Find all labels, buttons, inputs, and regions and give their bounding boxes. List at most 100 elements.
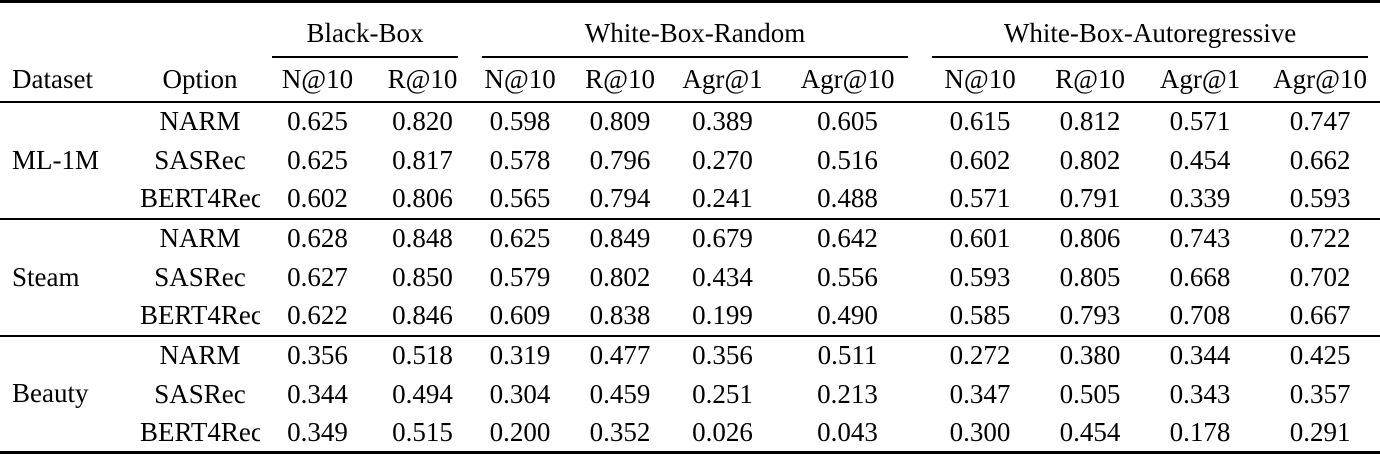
metric-cell: 0.747 bbox=[1289, 106, 1351, 136]
metric-cell: 0.300 bbox=[949, 416, 1011, 447]
metric-cell: 0.593 bbox=[949, 261, 1011, 292]
row-steam-bert4rec: BERT4Rec 0.622 0.846 0.609 0.838 0.199 0… bbox=[0, 297, 1380, 336]
metric-cell: 0.380 bbox=[1040, 334, 1141, 375]
metric-cell: 0.622 bbox=[287, 300, 348, 330]
metric-cell: 0.494 bbox=[392, 378, 453, 409]
metric-cell: 0.593 bbox=[1289, 183, 1351, 213]
option-label: SASRec bbox=[154, 261, 246, 292]
column-header-row: Dataset Option N@10 R@10 N@10 R@10 Agr@1… bbox=[0, 57, 1380, 103]
metric-cell: 0.602 bbox=[287, 183, 348, 213]
row-steam-sasrec: SASRec 0.627 0.850 0.579 0.802 0.434 0.5… bbox=[0, 258, 1380, 297]
metric-cell: 0.838 bbox=[589, 300, 651, 330]
row-beauty-sasrec: SASRec 0.344 0.494 0.304 0.459 0.251 0.2… bbox=[0, 375, 1380, 414]
metric-cell: 0.615 bbox=[949, 106, 1011, 136]
option-label: SASRec bbox=[154, 378, 246, 409]
metric-cell: 0.200 bbox=[489, 416, 551, 447]
metric-cell: 0.668 bbox=[1169, 261, 1231, 292]
metric-cell: 0.339 bbox=[1169, 183, 1231, 213]
column-header-wba-n10: N@10 bbox=[920, 57, 1041, 103]
metric-cell: 0.349 bbox=[287, 416, 348, 447]
metric-cell: 0.356 bbox=[670, 334, 776, 375]
metric-cell: 0.357 bbox=[1289, 378, 1351, 409]
metric-cell: 0.627 bbox=[287, 261, 348, 292]
header-spacer bbox=[0, 2, 260, 58]
metric-cell: 0.628 bbox=[260, 217, 375, 258]
metric-cell: 0.518 bbox=[375, 334, 471, 375]
metric-cell: 0.805 bbox=[1059, 261, 1121, 292]
metric-cell: 0.356 bbox=[260, 334, 375, 375]
metric-cell: 0.511 bbox=[775, 334, 921, 375]
metric-cell: 0.556 bbox=[817, 261, 878, 292]
metric-cell: 0.578 bbox=[489, 144, 551, 175]
option-label: BERT4Rec bbox=[140, 183, 260, 213]
column-header-bb-r10: R@10 bbox=[375, 57, 471, 103]
metric-cell: 0.625 bbox=[470, 217, 571, 258]
metric-cell: 0.454 bbox=[1169, 144, 1231, 175]
column-header-dataset: Dataset bbox=[0, 57, 140, 103]
metric-cell: 0.251 bbox=[692, 378, 753, 409]
option-label: SASRec bbox=[154, 144, 246, 175]
metric-cell: 0.702 bbox=[1289, 261, 1351, 292]
metric-cell: 0.389 bbox=[692, 106, 753, 136]
metric-cell: 0.679 bbox=[670, 217, 776, 258]
dataset-label-beauty: Beauty bbox=[0, 334, 140, 453]
metric-cell: 0.319 bbox=[470, 334, 571, 375]
metric-cell: 0.708 bbox=[1169, 300, 1231, 330]
option-label: BERT4Rec bbox=[140, 300, 260, 330]
metric-cell: 0.662 bbox=[1289, 144, 1351, 175]
metric-cell: 0.846 bbox=[392, 300, 453, 330]
metric-cell: 0.199 bbox=[692, 300, 753, 330]
metric-cell: 0.794 bbox=[589, 183, 651, 213]
metric-cell: 0.806 bbox=[1040, 217, 1141, 258]
metric-cell: 0.602 bbox=[949, 144, 1011, 175]
metric-cell: 0.820 bbox=[392, 106, 453, 136]
metric-cell: 0.849 bbox=[570, 217, 671, 258]
metric-cell: 0.812 bbox=[1059, 106, 1121, 136]
metric-cell: 0.213 bbox=[817, 378, 878, 409]
metric-cell: 0.571 bbox=[949, 183, 1011, 213]
metric-cell: 0.272 bbox=[920, 334, 1041, 375]
row-ml1m-narm: ML-1M NARM 0.625 0.820 0.598 0.809 0.389… bbox=[0, 102, 1380, 175]
metric-cell: 0.605 bbox=[817, 106, 878, 136]
column-header-wbr-agr10: Agr@10 bbox=[775, 57, 921, 103]
metric-cell: 0.026 bbox=[692, 416, 753, 447]
metric-cell: 0.434 bbox=[692, 261, 753, 292]
metric-cell: 0.806 bbox=[392, 183, 453, 213]
option-label: NARM bbox=[159, 106, 241, 136]
metric-cell: 0.601 bbox=[920, 217, 1041, 258]
metric-cell: 0.802 bbox=[1059, 144, 1121, 175]
metric-cell: 0.793 bbox=[1059, 300, 1121, 330]
metric-cell: 0.585 bbox=[949, 300, 1011, 330]
metric-cell: 0.598 bbox=[489, 106, 551, 136]
column-header-wbr-n10: N@10 bbox=[470, 57, 571, 103]
metric-cell: 0.515 bbox=[392, 416, 453, 447]
metric-cell: 0.454 bbox=[1059, 416, 1121, 447]
metric-cell: 0.850 bbox=[392, 261, 453, 292]
row-beauty-bert4rec: BERT4Rec 0.349 0.515 0.200 0.352 0.026 0… bbox=[0, 414, 1380, 453]
option-label: NARM bbox=[140, 334, 260, 375]
metric-cell: 0.802 bbox=[589, 261, 651, 292]
metric-cell: 0.642 bbox=[775, 217, 921, 258]
metric-cell: 0.848 bbox=[375, 217, 471, 258]
metric-cell: 0.347 bbox=[949, 378, 1011, 409]
group-label: White-Box-Random bbox=[482, 18, 909, 58]
row-ml1m-bert4rec: BERT4Rec 0.602 0.806 0.565 0.794 0.241 0… bbox=[0, 180, 1380, 219]
column-header-wba-r10: R@10 bbox=[1040, 57, 1141, 103]
metric-cell: 0.625 bbox=[287, 144, 348, 175]
metric-cell: 0.609 bbox=[489, 300, 551, 330]
metric-cell: 0.352 bbox=[589, 416, 651, 447]
metric-cell: 0.796 bbox=[589, 144, 651, 175]
metric-cell: 0.241 bbox=[692, 183, 753, 213]
column-header-option: Option bbox=[140, 57, 260, 103]
results-table: Black-Box White-Box-Random White-Box-Aut… bbox=[0, 0, 1380, 454]
metric-cell: 0.505 bbox=[1059, 378, 1121, 409]
metric-cell: 0.579 bbox=[489, 261, 551, 292]
metric-cell: 0.565 bbox=[489, 183, 551, 213]
group-label: White-Box-Autoregressive bbox=[932, 18, 1369, 58]
group-label: Black-Box bbox=[272, 18, 459, 58]
row-beauty-narm: Beauty NARM 0.356 0.518 0.319 0.477 0.35… bbox=[0, 334, 1380, 453]
metric-cell: 0.344 bbox=[287, 378, 348, 409]
metric-cell: 0.667 bbox=[1289, 300, 1351, 330]
metric-cell: 0.809 bbox=[589, 106, 651, 136]
